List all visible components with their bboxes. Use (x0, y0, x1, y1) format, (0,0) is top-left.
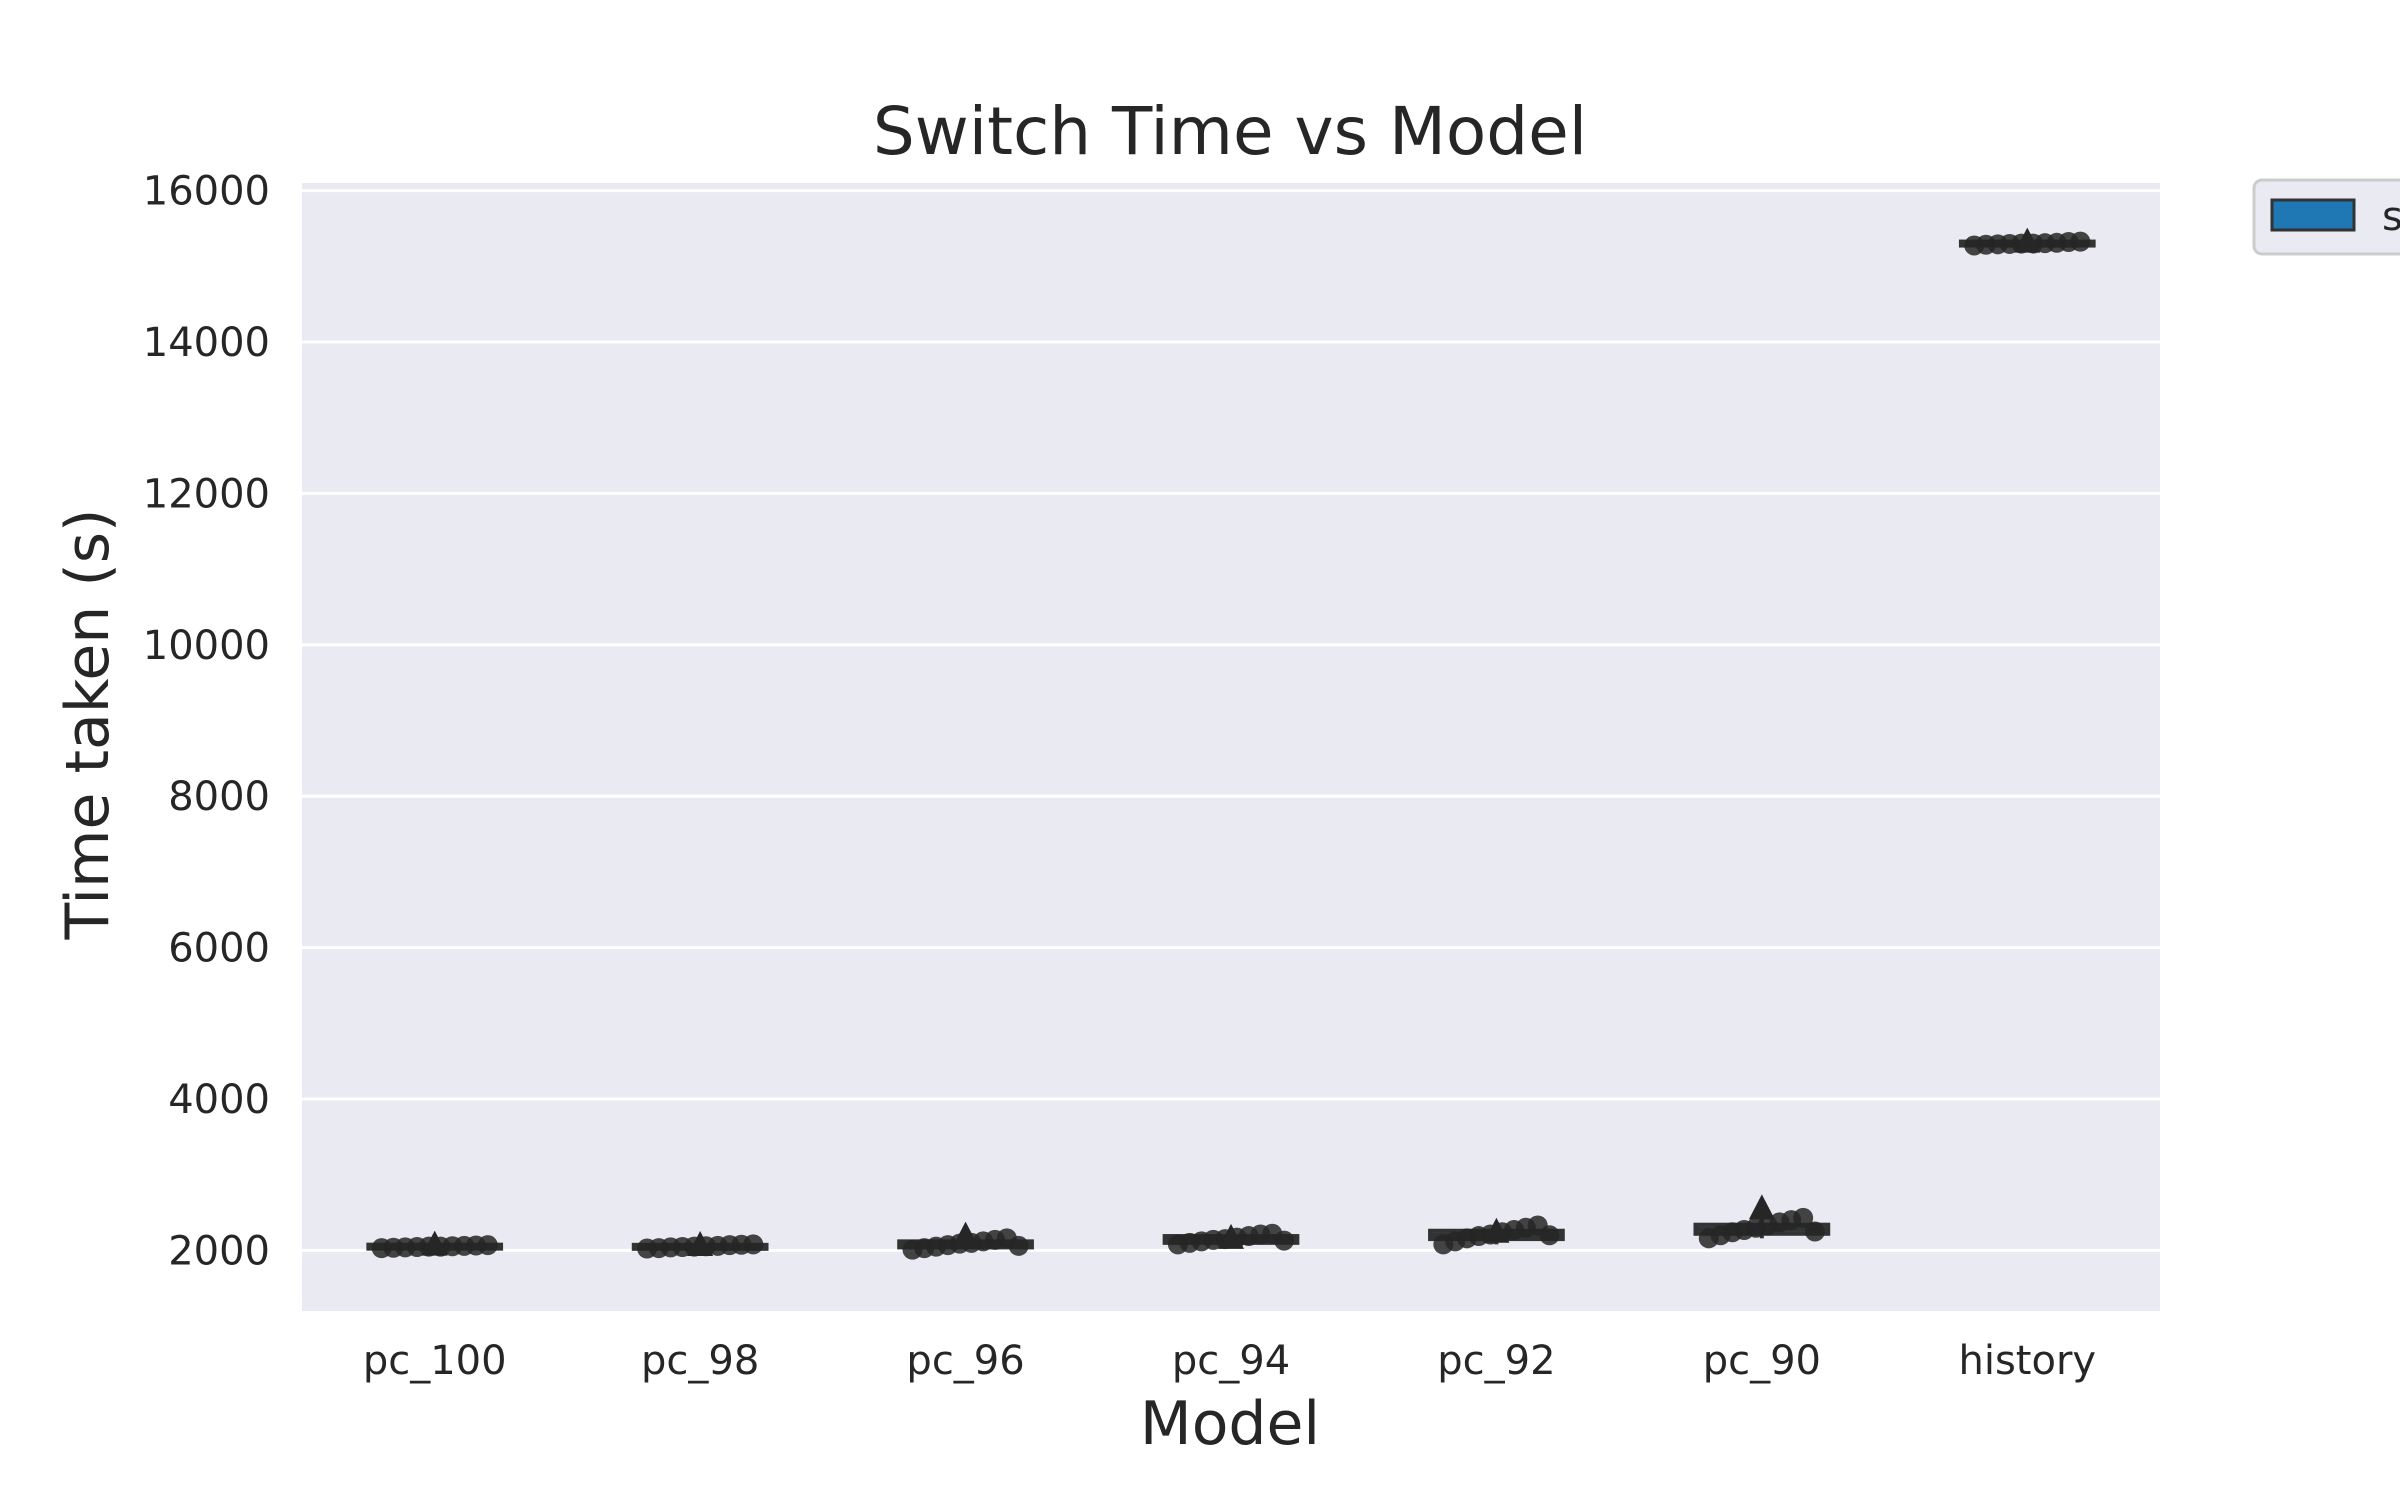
box-group (631, 1231, 769, 1259)
data-point (1804, 1221, 1825, 1242)
y-tick-label: 14000 (143, 320, 270, 366)
mean-marker (1483, 1217, 1510, 1243)
box-group (897, 1221, 1034, 1260)
data-point (1793, 1207, 1814, 1228)
x-tick-label: pc_94 (1172, 1338, 1290, 1384)
data-point (743, 1234, 764, 1255)
plot-background (302, 183, 2160, 1311)
y-tick-label: 8000 (168, 774, 270, 820)
data-point (477, 1235, 498, 1256)
x-tick-label: pc_92 (1437, 1338, 1555, 1384)
y-tick-label: 2000 (168, 1228, 270, 1274)
x-axis-label: Model (1140, 1389, 1320, 1459)
mean-marker (952, 1221, 979, 1247)
mean-marker (687, 1231, 714, 1257)
mean-marker (2014, 227, 2041, 253)
y-tick-label: 16000 (143, 169, 270, 215)
y-tick-labels: 2000 4000 6000 8000 10000 12000 14000 16000 (143, 169, 270, 1275)
chart-title: Switch Time vs Model (873, 93, 1587, 170)
data-point (1008, 1235, 1029, 1256)
y-tick-label: 10000 (143, 623, 270, 669)
mean-marker (1218, 1223, 1244, 1249)
legend[interactable]: s (2252, 178, 2400, 256)
y-axis-label: Time taken (s) (53, 509, 123, 941)
x-tick-label: history (1958, 1338, 2096, 1384)
mean-marker (421, 1230, 448, 1256)
grid-lines (302, 189, 2160, 1252)
data-point (1274, 1230, 1295, 1251)
x-tick-label: pc_100 (363, 1338, 507, 1384)
box-plots (366, 227, 2096, 1260)
box-group (366, 1230, 504, 1259)
y-tick-label: 12000 (143, 471, 270, 517)
x-tick-label: pc_98 (641, 1338, 759, 1384)
y-tick-label: 4000 (168, 1077, 270, 1123)
data-point (2070, 231, 2091, 252)
mean-marker (1748, 1194, 1775, 1220)
x-tick-label: pc_90 (1703, 1338, 1821, 1384)
box-group (1162, 1223, 1300, 1255)
x-tick-labels: pc_100 pc_98 pc_96 pc_94 pc_92 pc_90 history (363, 1338, 2096, 1384)
x-tick-label: pc_96 (906, 1338, 1024, 1384)
box-group (1693, 1194, 1831, 1249)
box-group (1428, 1215, 1565, 1255)
legend-swatch (2270, 198, 2356, 232)
data-point (1539, 1225, 1560, 1246)
y-tick-label: 6000 (168, 926, 270, 972)
box-group (1958, 227, 2096, 256)
legend-label: s (2382, 194, 2400, 240)
